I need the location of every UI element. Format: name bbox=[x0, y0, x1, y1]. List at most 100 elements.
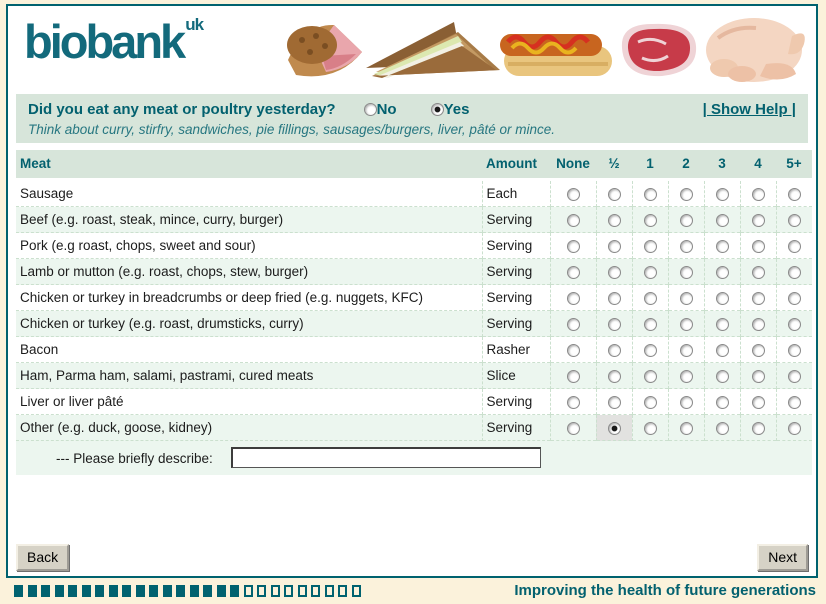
amount-unit: Serving bbox=[481, 232, 550, 259]
amount-radio[interactable] bbox=[679, 291, 693, 305]
amount-radio[interactable] bbox=[679, 421, 693, 435]
amount-radio[interactable] bbox=[643, 187, 657, 201]
back-button[interactable]: Back bbox=[16, 544, 70, 571]
amount-radio[interactable] bbox=[679, 369, 693, 383]
amount-radio[interactable] bbox=[643, 395, 657, 409]
col-header-3: 3 bbox=[704, 150, 740, 181]
describe-input[interactable] bbox=[230, 447, 541, 468]
question-text: Did you eat any meat or poultry yesterda… bbox=[28, 101, 336, 118]
amount-radio[interactable] bbox=[715, 395, 729, 409]
progress-square-filled bbox=[95, 584, 104, 597]
amount-radio[interactable] bbox=[787, 213, 801, 227]
amount-radio[interactable] bbox=[787, 317, 801, 331]
progress-square-filled bbox=[176, 584, 185, 597]
amount-radio[interactable] bbox=[751, 291, 765, 305]
describe-label: --- Please briefly describe: bbox=[56, 450, 213, 466]
page-header: biobank uk bbox=[8, 6, 816, 92]
amount-radio[interactable] bbox=[715, 239, 729, 253]
amount-radio[interactable] bbox=[715, 343, 729, 357]
amount-radio[interactable] bbox=[679, 239, 693, 253]
meat-label: Liver or liver pâté bbox=[16, 388, 482, 415]
amount-unit: Rasher bbox=[481, 336, 550, 363]
amount-radio[interactable] bbox=[715, 369, 729, 383]
amount-radio[interactable] bbox=[607, 395, 621, 409]
question-option-no-label: No bbox=[376, 101, 397, 118]
amount-radio[interactable] bbox=[643, 291, 657, 305]
amount-radio[interactable] bbox=[607, 369, 621, 383]
table-row: Chicken or turkey in breadcrumbs or deep… bbox=[16, 284, 812, 311]
amount-radio[interactable] bbox=[566, 343, 580, 357]
question-option-no[interactable]: No bbox=[363, 101, 397, 118]
amount-radio[interactable] bbox=[751, 265, 765, 279]
amount-radio[interactable] bbox=[715, 291, 729, 305]
amount-radio[interactable] bbox=[566, 421, 580, 435]
amount-radio[interactable] bbox=[566, 395, 580, 409]
amount-radio[interactable] bbox=[787, 187, 801, 201]
amount-radio[interactable] bbox=[751, 213, 765, 227]
amount-radio[interactable] bbox=[607, 317, 621, 331]
amount-radio[interactable] bbox=[566, 265, 580, 279]
amount-radio[interactable] bbox=[751, 187, 765, 201]
amount-radio[interactable] bbox=[607, 421, 621, 435]
amount-unit: Serving bbox=[481, 310, 550, 337]
amount-radio[interactable] bbox=[566, 317, 580, 331]
amount-radio[interactable] bbox=[751, 317, 765, 331]
amount-radio[interactable] bbox=[787, 421, 801, 435]
show-help-link[interactable]: | Show Help | bbox=[702, 101, 796, 118]
amount-radio[interactable] bbox=[787, 291, 801, 305]
amount-radio[interactable] bbox=[607, 343, 621, 357]
amount-radio[interactable] bbox=[643, 213, 657, 227]
amount-radio[interactable] bbox=[715, 317, 729, 331]
amount-radio[interactable] bbox=[787, 369, 801, 383]
col-header-none: None bbox=[550, 150, 596, 181]
amount-radio[interactable] bbox=[715, 187, 729, 201]
table-row: Beef (e.g. roast, steak, mince, curry, b… bbox=[16, 206, 812, 233]
question-option-yes[interactable]: Yes bbox=[430, 101, 469, 118]
progress-square-filled bbox=[189, 584, 199, 597]
amount-radio[interactable] bbox=[566, 291, 580, 305]
amount-radio[interactable] bbox=[643, 265, 657, 279]
amount-radio[interactable] bbox=[643, 317, 657, 331]
question-radio-yes[interactable] bbox=[430, 103, 444, 116]
amount-radio[interactable] bbox=[607, 239, 621, 253]
progress-indicator bbox=[6, 584, 365, 597]
amount-radio[interactable] bbox=[679, 187, 693, 201]
next-button[interactable]: Next bbox=[757, 544, 808, 571]
amount-radio[interactable] bbox=[751, 395, 765, 409]
amount-radio[interactable] bbox=[607, 291, 621, 305]
amount-radio[interactable] bbox=[715, 213, 729, 227]
amount-radio[interactable] bbox=[679, 395, 693, 409]
amount-radio[interactable] bbox=[607, 187, 621, 201]
amount-radio[interactable] bbox=[607, 213, 621, 227]
amount-radio[interactable] bbox=[566, 213, 580, 227]
meat-label: Pork (e.g roast, chops, sweet and sour) bbox=[16, 232, 482, 259]
amount-radio[interactable] bbox=[787, 239, 801, 253]
amount-radio[interactable] bbox=[679, 343, 693, 357]
progress-square-filled bbox=[162, 584, 172, 597]
question-hint: Think about curry, stirfry, sandwiches, … bbox=[28, 122, 555, 137]
amount-unit: Serving bbox=[481, 258, 550, 285]
amount-radio[interactable] bbox=[679, 265, 693, 279]
amount-radio[interactable] bbox=[643, 369, 657, 383]
amount-radio[interactable] bbox=[751, 343, 765, 357]
amount-radio[interactable] bbox=[643, 343, 657, 357]
amount-radio[interactable] bbox=[751, 369, 765, 383]
amount-radio[interactable] bbox=[715, 265, 729, 279]
amount-radio[interactable] bbox=[566, 239, 580, 253]
amount-radio[interactable] bbox=[643, 239, 657, 253]
question-radio-no[interactable] bbox=[363, 103, 377, 116]
meat-label: Beef (e.g. roast, steak, mince, curry, b… bbox=[16, 206, 482, 233]
progress-square-empty bbox=[270, 584, 280, 597]
amount-radio[interactable] bbox=[643, 421, 657, 435]
amount-radio[interactable] bbox=[751, 421, 765, 435]
amount-radio[interactable] bbox=[751, 239, 765, 253]
amount-radio[interactable] bbox=[566, 187, 580, 201]
amount-radio[interactable] bbox=[607, 265, 621, 279]
amount-radio[interactable] bbox=[679, 317, 693, 331]
amount-radio[interactable] bbox=[787, 265, 801, 279]
amount-radio[interactable] bbox=[679, 213, 693, 227]
amount-radio[interactable] bbox=[787, 395, 801, 409]
amount-radio[interactable] bbox=[787, 343, 801, 357]
amount-radio[interactable] bbox=[566, 369, 580, 383]
amount-radio[interactable] bbox=[715, 421, 729, 435]
